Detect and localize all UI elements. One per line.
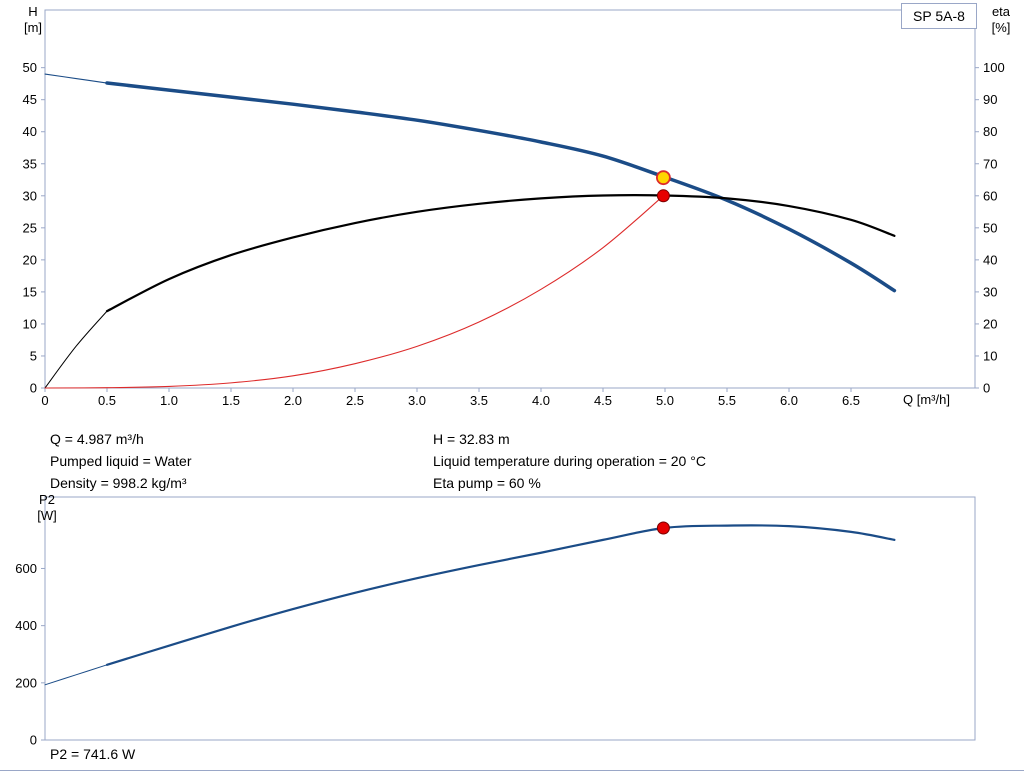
x-tick-label: 0.5 <box>98 393 116 408</box>
duty-system-curve <box>44 195 664 389</box>
p2-curve <box>105 524 896 666</box>
y-left-tick-label: 20 <box>23 252 37 267</box>
efficiency-curve-inlet <box>44 310 108 389</box>
pump-model-label: SP 5A-8 <box>913 8 965 24</box>
head-curve <box>105 81 897 293</box>
flow-axis-label: Q [m³/h] <box>903 392 950 407</box>
duty-info-column-left: Q = 4.987 m³/h Pumped liquid = Water Den… <box>50 428 192 494</box>
x-tick-label: 5.0 <box>656 393 674 408</box>
info-pumped-liquid: Pumped liquid = Water <box>50 453 192 469</box>
info-eta-pump: Eta pump = 60 % <box>433 475 541 491</box>
y-left-tick-label: 40 <box>23 124 37 139</box>
y-left-tick-label: 5 <box>30 348 37 363</box>
y-right-tick-label: 80 <box>983 124 997 139</box>
x-tick-label: 3.5 <box>470 393 488 408</box>
y-left-tick-label: 600 <box>15 561 37 576</box>
y-left-tick-label: 0 <box>30 381 37 396</box>
x-tick-label: 4.0 <box>532 393 550 408</box>
info-flow: Q = 4.987 m³/h <box>50 431 144 447</box>
y-left-tick-label: 50 <box>23 60 37 75</box>
plot-frame <box>44 9 976 389</box>
y-left-tick-label: 0 <box>30 733 37 748</box>
y-left-tick-label: 25 <box>23 220 37 235</box>
hq-eta-chart: 0 0.5 1.0 1.5 2.0 2.5 3.0 3.5 4.0 4.5 5.0 5.5 6.0 6.5… <box>23 9 1005 408</box>
y-right-tick-label: 90 <box>983 92 997 107</box>
y-right-tick-label: 70 <box>983 156 997 171</box>
x-tick-label: 4.5 <box>594 393 612 408</box>
eta-axis-unit: [%] <box>991 20 1011 35</box>
y-right-tick-label: 10 <box>983 348 997 363</box>
info-liquid-temperature: Liquid temperature during operation = 20… <box>433 453 706 469</box>
plot-frame <box>44 496 976 741</box>
x-tick-label: 0 <box>41 393 48 408</box>
y-right-tick-label: 40 <box>983 252 997 267</box>
y-left-tick-label: 200 <box>15 675 37 690</box>
y-left-tick-label: 45 <box>23 92 37 107</box>
eta-axis-label: eta [%] <box>982 4 1020 36</box>
x-tick-label: 1.0 <box>160 393 178 408</box>
bottom-divider <box>0 770 1024 771</box>
p2-axis-label: P2 [W] <box>26 492 68 524</box>
x-tick-label: 2.0 <box>284 393 302 408</box>
duty-point-eta <box>656 189 670 203</box>
x-tick-label: 3.0 <box>408 393 426 408</box>
y-right-tick-label: 60 <box>983 188 997 203</box>
y-left-tick-label: 10 <box>23 316 37 331</box>
y-right-tick-label: 20 <box>983 316 997 331</box>
x-tick-label: 6.5 <box>842 393 860 408</box>
x-tick-label: 1.5 <box>222 393 240 408</box>
x-tick-label: 6.0 <box>780 393 798 408</box>
p2-curve-inlet <box>44 664 108 686</box>
p2-chart: 0 200 400 600 <box>15 496 976 748</box>
y-left-tick-label: 30 <box>23 188 37 203</box>
p2-axis-unit: [W] <box>37 508 57 523</box>
duty-point-head <box>655 170 671 186</box>
y-right-tick-label: 30 <box>983 284 997 299</box>
eta-axis-symbol: eta <box>991 4 1011 19</box>
y-right-tick-label: 100 <box>983 60 1005 75</box>
y-left-tick-label: 35 <box>23 156 37 171</box>
y-left-tick-label: 400 <box>15 618 37 633</box>
p2-axis-symbol: P2 <box>39 492 55 507</box>
x-tick-label: 5.5 <box>718 393 736 408</box>
duty-info-column-right: H = 32.83 m Liquid temperature during op… <box>433 428 706 494</box>
head-curve-inlet <box>44 73 108 84</box>
head-axis-unit: [m] <box>23 20 43 35</box>
info-p2: P2 = 741.6 W <box>50 746 136 762</box>
y-left-tick-label: 15 <box>23 284 37 299</box>
efficiency-curve <box>105 194 896 313</box>
head-axis-symbol: H <box>28 4 38 19</box>
y-right-tick-label: 0 <box>983 381 990 396</box>
duty-point-p2 <box>656 521 670 535</box>
info-density: Density = 998.2 kg/m³ <box>50 475 187 491</box>
y-right-tick-label: 50 <box>983 220 997 235</box>
x-tick-label: 2.5 <box>346 393 364 408</box>
head-axis-label: H [m] <box>14 4 52 36</box>
info-head: H = 32.83 m <box>433 431 510 447</box>
pump-model-badge: SP 5A-8 <box>901 3 977 29</box>
